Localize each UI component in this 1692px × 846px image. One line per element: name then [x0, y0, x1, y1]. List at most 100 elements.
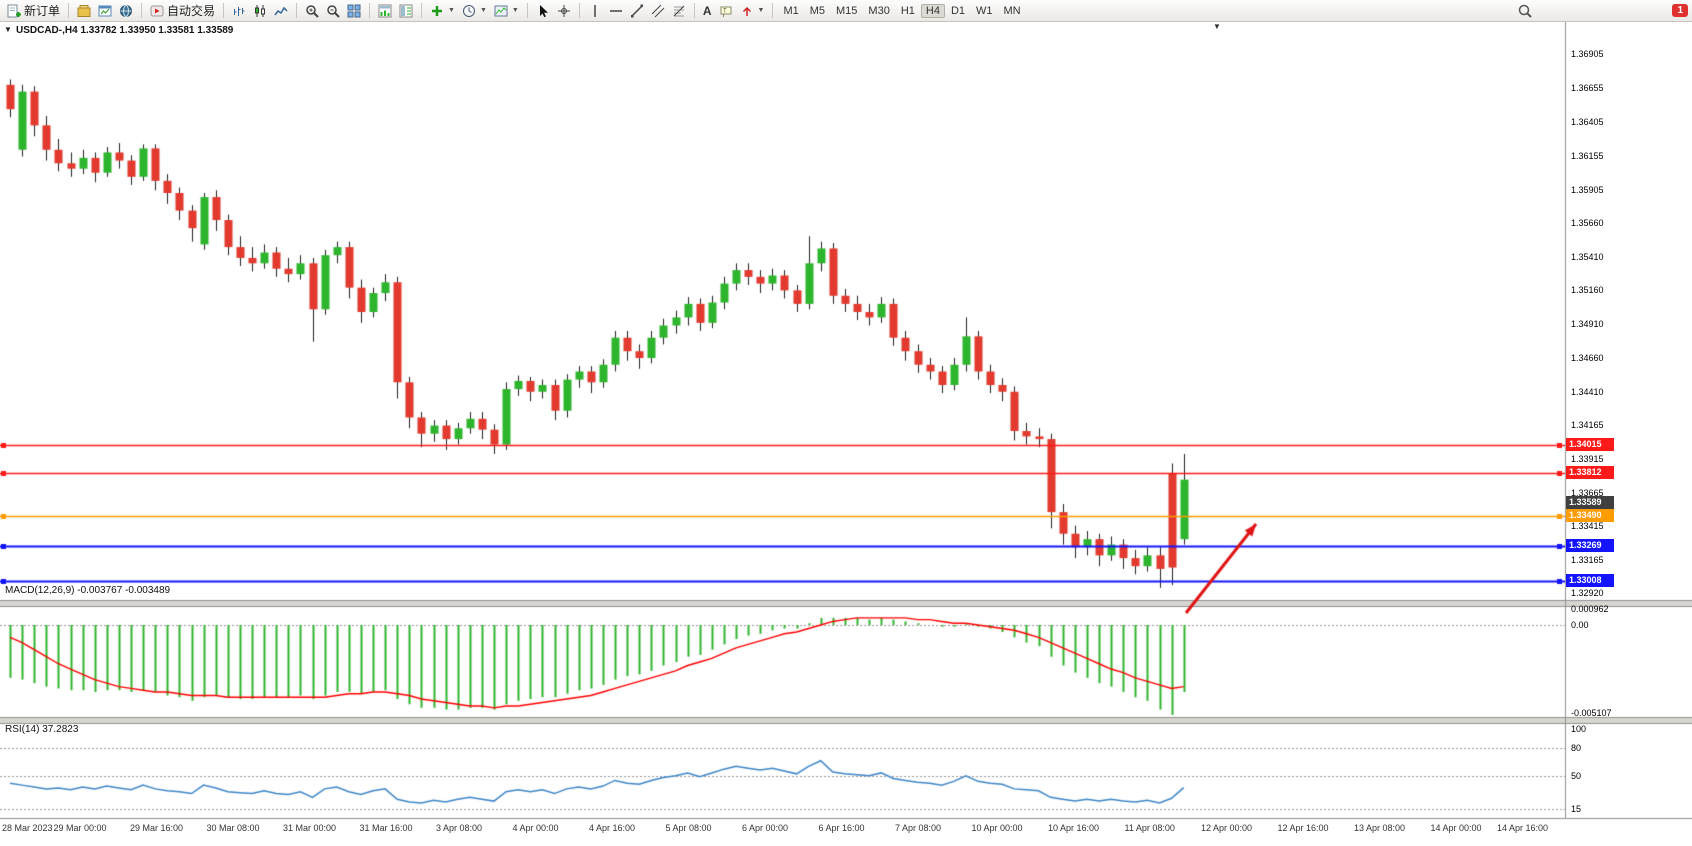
time-axis-tick[interactable]: 6 Apr 16:00 — [818, 823, 865, 833]
separator — [772, 3, 774, 18]
zoom-in-button[interactable] — [302, 1, 322, 21]
chart-expander-icon[interactable]: ▼ — [4, 25, 12, 34]
price-level-tag[interactable]: 1.33490 — [1566, 509, 1614, 523]
text-button[interactable]: A — [700, 1, 715, 21]
add-indicator-icon — [432, 5, 443, 16]
separator — [68, 3, 70, 18]
price-level-tag[interactable]: 1.34015 — [1566, 438, 1614, 452]
new-order-button[interactable]: 新订单 — [4, 1, 63, 21]
horizontal-line-button[interactable] — [606, 1, 626, 21]
timeframe-m15[interactable]: M15 — [836, 4, 858, 17]
current-price-tag[interactable]: 1.33589 — [1566, 495, 1614, 509]
price-axis-tick: 1.34410 — [1571, 386, 1604, 397]
svg-text:T: T — [723, 8, 727, 14]
candlestick-icon — [255, 4, 266, 17]
bar-chart-button[interactable] — [229, 1, 249, 21]
fibonacci-button[interactable] — [669, 1, 689, 21]
price-axis-tick: 1.36655 — [1571, 83, 1604, 94]
chevron-down-icon: ▼ — [479, 7, 487, 14]
search-button[interactable] — [1515, 1, 1535, 21]
time-axis-tick[interactable]: 13 Apr 08:00 — [1354, 823, 1406, 833]
timeframe-mn[interactable]: MN — [1003, 4, 1021, 17]
candlestick-button[interactable] — [250, 1, 270, 21]
template-button[interactable]: ▼ — [491, 1, 522, 21]
time-axis-tick[interactable]: 14 Apr 16:00 — [1497, 823, 1549, 833]
algo-trading-button[interactable]: 自动交易 — [147, 1, 218, 21]
timeframe-h1[interactable]: H1 — [900, 4, 915, 17]
timeframe-clock-icon — [462, 4, 475, 17]
bar-chart-icon — [234, 6, 245, 16]
arrange-charts-button[interactable] — [375, 1, 395, 21]
time-axis-tick[interactable]: 31 Mar 00:00 — [283, 823, 337, 833]
text-label-icon: T — [720, 6, 732, 17]
template-icon — [494, 5, 508, 16]
chart-shift-marker[interactable]: ▼ — [1213, 22, 1221, 31]
timeframe-d1[interactable]: D1 — [950, 4, 966, 17]
separator — [693, 3, 695, 18]
price-axis-tick: 1.33415 — [1571, 521, 1604, 532]
navigator-button[interactable] — [95, 1, 115, 21]
macd-indicator-label: MACD(12,26,9) -0.003767 -0.003489 — [5, 585, 171, 596]
notification-badge[interactable]: 1 — [1672, 4, 1688, 17]
price-level-tag[interactable]: 1.33008 — [1566, 574, 1614, 588]
timeframes-button[interactable]: ▼ — [459, 1, 490, 21]
timeframe-h4[interactable]: H4 — [920, 3, 945, 18]
price-axis-tick: 1.36405 — [1571, 117, 1604, 128]
time-axis-tick[interactable]: 14 Apr 00:00 — [1430, 823, 1482, 833]
price-level-tag[interactable]: 1.33269 — [1566, 539, 1614, 553]
algo-trading-icon — [150, 5, 164, 16]
time-axis-tick[interactable]: 11 Apr 08:00 — [1124, 823, 1175, 833]
price-axis-tick: 1.36905 — [1571, 49, 1604, 60]
separator — [526, 3, 528, 18]
time-axis-tick[interactable]: 29 Mar 16:00 — [130, 823, 184, 833]
algo-trading-label: 自动交易 — [167, 4, 216, 18]
time-axis-tick[interactable]: 7 Apr 08:00 — [895, 823, 942, 833]
time-axis-tick[interactable]: 10 Apr 00:00 — [971, 823, 1023, 833]
cursor-button[interactable] — [533, 1, 553, 21]
crosshair-button[interactable] — [554, 1, 574, 21]
search-icon — [1519, 4, 1533, 18]
time-axis-tick[interactable]: 31 Mar 16:00 — [359, 823, 413, 833]
time-axis-tick[interactable]: 12 Apr 00:00 — [1201, 823, 1253, 833]
time-axis-tick[interactable]: 3 Apr 08:00 — [436, 823, 483, 833]
price-axis-tick: 1.34910 — [1571, 319, 1604, 330]
time-axis-tick[interactable]: 4 Apr 16:00 — [589, 823, 636, 833]
time-axis-tick[interactable]: 29 Mar 00:00 — [53, 823, 107, 833]
rsi-axis-tick: 80 — [1571, 742, 1582, 753]
market-watch-button[interactable] — [74, 1, 94, 21]
time-axis-tick[interactable]: 30 Mar 08:00 — [206, 823, 260, 833]
timeframe-m30[interactable]: M30 — [868, 4, 890, 17]
price-level-tag[interactable]: 1.33812 — [1566, 465, 1614, 479]
text-label-button[interactable]: T — [716, 1, 736, 21]
arrows-button[interactable]: ▼ — [737, 1, 768, 21]
timeframe-w1[interactable]: W1 — [976, 4, 993, 17]
timeframe-m1[interactable]: M1 — [783, 4, 799, 17]
rsi-axis-tick: 50 — [1571, 770, 1582, 781]
chevron-down-icon: ▼ — [757, 7, 765, 14]
price-chart-canvas[interactable] — [0, 22, 1692, 846]
arrange-list-button[interactable] — [396, 1, 416, 21]
timeframe-m5[interactable]: M5 — [809, 4, 826, 17]
rsi-indicator-label: RSI(14) 37.2823 — [5, 724, 79, 735]
zoom-out-icon — [327, 4, 340, 18]
toolbox-button[interactable] — [116, 1, 136, 21]
line-chart-button[interactable] — [271, 1, 291, 21]
tile-windows-button[interactable] — [344, 1, 364, 21]
channel-button[interactable] — [648, 1, 668, 21]
separator — [296, 3, 298, 18]
trendline-button[interactable] — [627, 1, 647, 21]
time-axis-tick[interactable]: 6 Apr 00:00 — [742, 823, 789, 833]
time-axis-tick[interactable]: 12 Apr 16:00 — [1277, 823, 1329, 833]
price-axis-tick: 1.35160 — [1571, 285, 1604, 296]
zoom-out-button[interactable] — [323, 1, 343, 21]
add-indicator-button[interactable]: ▼ — [427, 1, 458, 21]
vertical-line-button[interactable] — [585, 1, 605, 21]
text-icon: A — [702, 3, 712, 18]
time-axis-tick[interactable]: 10 Apr 16:00 — [1048, 823, 1100, 833]
time-axis-tick[interactable]: 5 Apr 08:00 — [665, 823, 712, 833]
time-axis-tick[interactable]: 4 Apr 00:00 — [512, 823, 559, 833]
new-order-label: 新订单 — [24, 4, 61, 18]
time-axis-tick[interactable]: 28 Mar 2023 — [2, 823, 53, 833]
price-axis-tick: 1.33165 — [1571, 555, 1604, 566]
vertical-line-icon — [594, 4, 596, 17]
